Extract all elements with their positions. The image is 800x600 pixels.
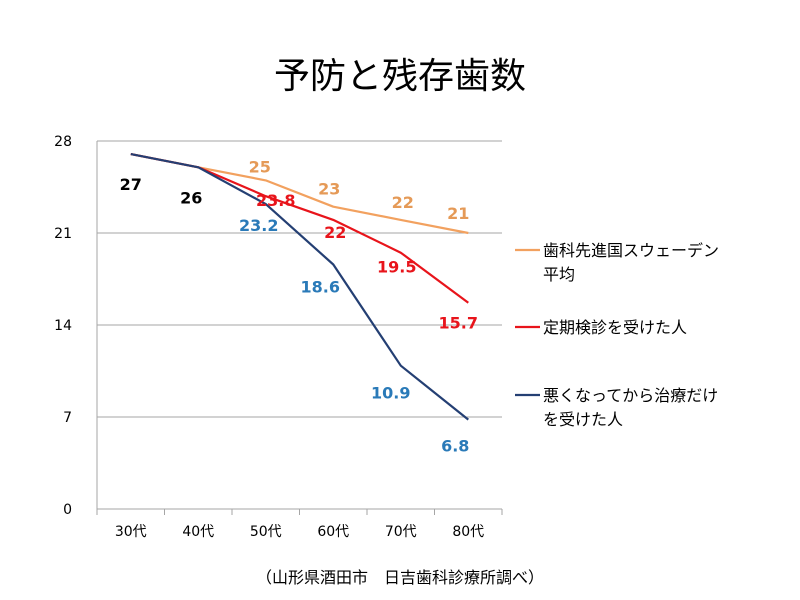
data-label: 23.8 [256,191,295,210]
data-label: 22 [324,223,346,242]
source-note: （山形県酒田市 日吉歯科診療所調べ） [256,568,544,587]
legend-label: 歯科先進国スウェーデン [543,241,719,260]
data-label: 23 [318,180,340,199]
data-label: 27 [120,175,142,194]
axes: 0 7 14 21 28 30代 40代 50代 60代 70代 80代 [54,134,503,540]
grid [97,140,502,418]
legend-label: 悪くなってから治療だけ [543,386,718,405]
x-tick-label: 60代 [317,524,349,540]
series-lines [130,153,469,421]
data-label: 26 [180,188,202,207]
y-tick-label: 7 [63,410,72,426]
x-tick-label: 40代 [182,524,214,540]
legend-label: を受けた人 [543,410,623,429]
chart-title: 予防と残存歯数 [274,56,526,97]
y-tick-label: 28 [54,134,72,150]
x-tick-label: 80代 [452,524,484,540]
data-label: 25 [249,157,271,176]
data-label: 22 [392,193,414,212]
data-label: 10.9 [371,384,410,403]
data-labels: 25 23 22 21 23.8 22 19.5 15.7 23.2 18.6 10.9 6.8 27 2… [120,157,478,455]
data-label: 23.2 [239,216,278,235]
legend-label: 定期検診を受けた人 [543,318,687,337]
series-line-2 [130,153,469,421]
x-tick-label: 70代 [385,524,417,540]
y-tick-label: 21 [54,226,72,242]
y-tick-label: 0 [63,502,72,518]
x-tick-label: 30代 [115,524,147,540]
legend-label: 平均 [543,265,575,284]
data-label: 6.8 [441,437,469,456]
y-tick-label: 14 [54,318,72,334]
data-label: 19.5 [377,258,416,277]
data-label: 21 [447,204,469,223]
x-tick-label: 50代 [250,524,282,540]
data-label: 18.6 [301,278,340,297]
data-label: 15.7 [439,314,478,333]
